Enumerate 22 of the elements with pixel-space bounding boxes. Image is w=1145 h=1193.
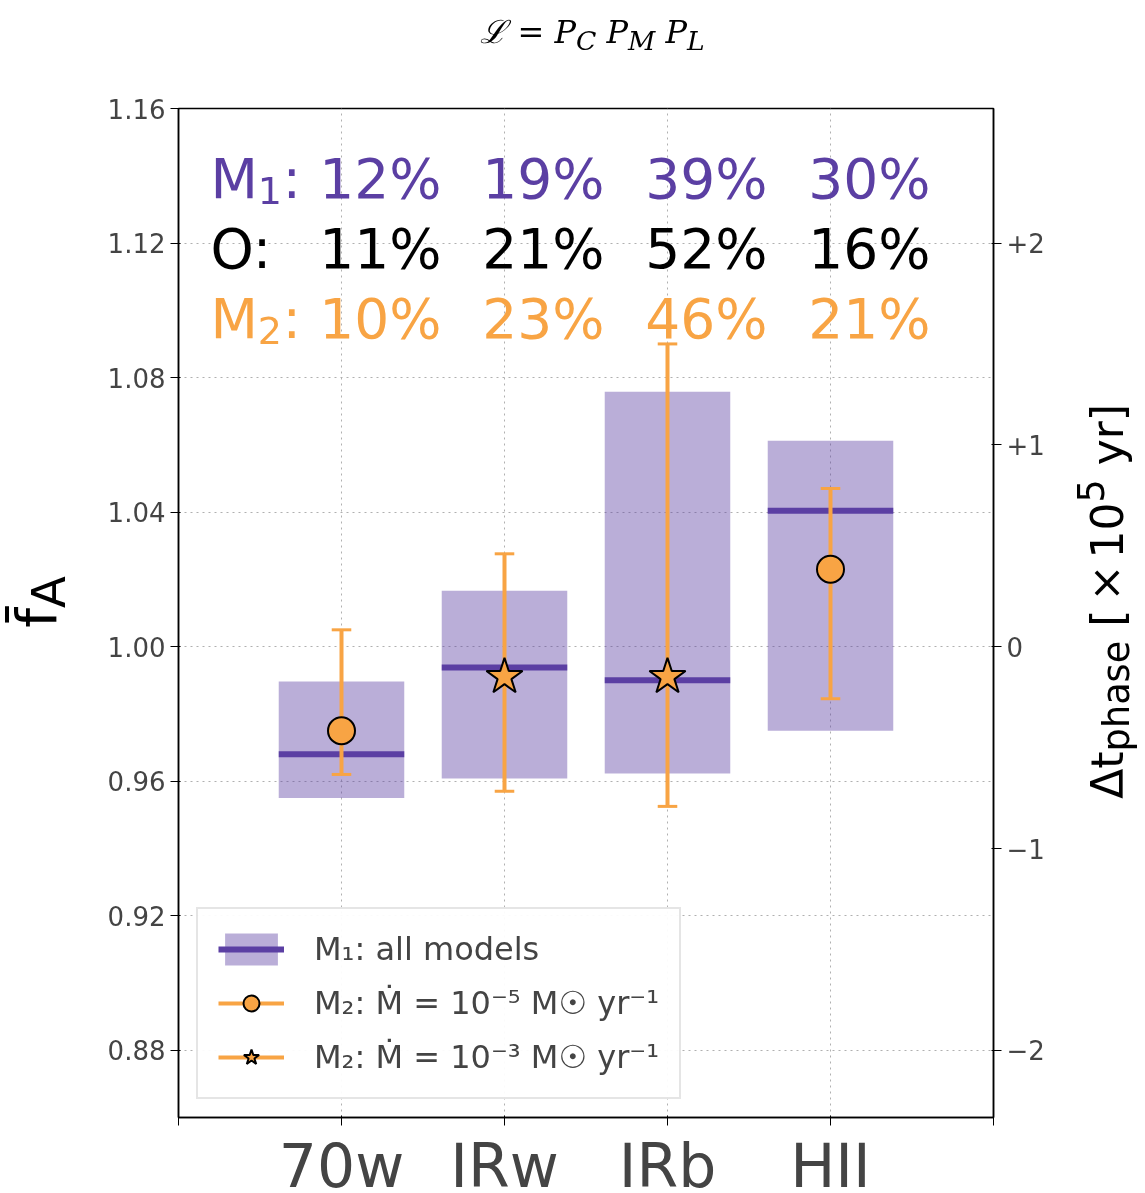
x-tick-label: IRb (618, 1130, 717, 1193)
y2-tick-label: 0 (1006, 632, 1024, 663)
legend-label: M₁: all models (314, 930, 540, 968)
legend-label: M₂: Ṁ = 10⁻³ M☉ yr⁻¹ (314, 1038, 660, 1076)
y-tick-label: 1.04 (107, 498, 166, 529)
x-tick-label: IRw (450, 1130, 559, 1193)
y2-tick-label: +1 (1006, 430, 1045, 461)
legend-label: M₂: Ṁ = 10⁻⁵ M☉ yr⁻¹ (314, 984, 660, 1022)
annotation: O: 11% 21% 52% 16% (210, 216, 931, 281)
y-tick-label: 1.12 (107, 229, 166, 260)
y-tick-label: 0.88 (107, 1036, 166, 1067)
y-tick-label: 0.96 (107, 767, 166, 798)
y-tick-label: 0.92 (107, 901, 166, 932)
y-tick-label: 1.08 (107, 363, 166, 394)
chart-title: ℒ = P$_{C}$ P$_{M}$ P$_{L}$ (480, 11, 705, 59)
y2-tick-label: −1 (1006, 834, 1045, 865)
y2-tick-label: −2 (1006, 1036, 1045, 1067)
y-tick-label: 1.00 (107, 632, 166, 663)
y2-tick-label: +2 (1006, 229, 1045, 260)
y-tick-label: 1.16 (107, 94, 166, 125)
x-tick-label: 70w (278, 1130, 405, 1193)
x-tick-label: HII (790, 1130, 871, 1193)
